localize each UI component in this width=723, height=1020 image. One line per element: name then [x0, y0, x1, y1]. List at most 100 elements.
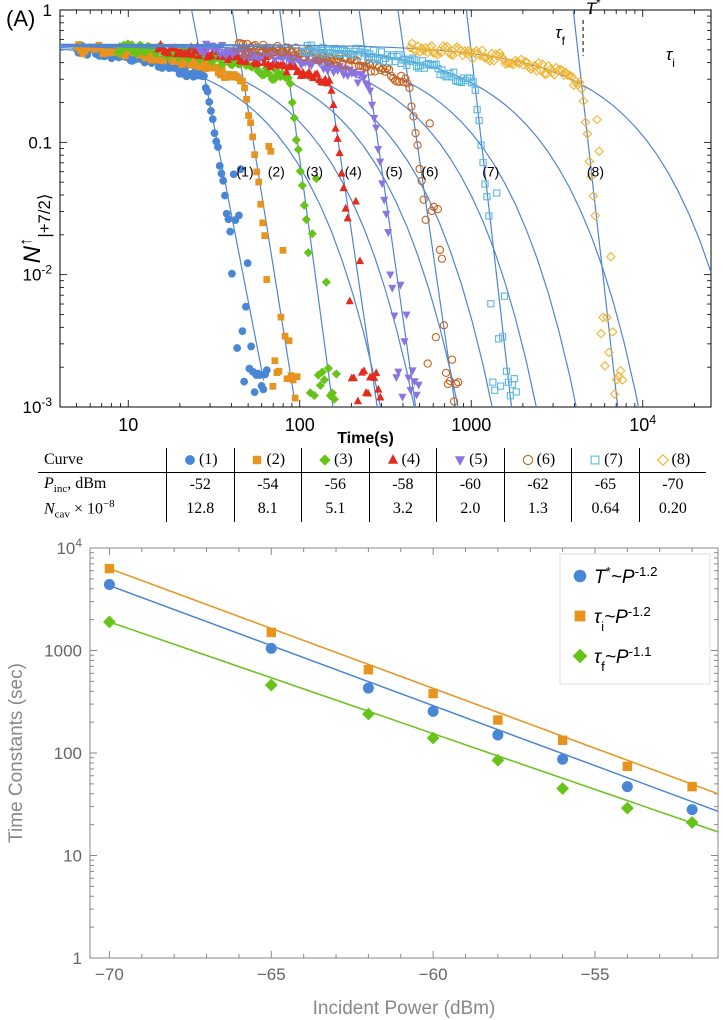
- table-cell-ncav: 2.0: [436, 497, 505, 522]
- data-point: [500, 292, 509, 300]
- data-point: [279, 246, 287, 254]
- table-cell-pinc: -52: [166, 472, 235, 497]
- data-point: [461, 48, 472, 59]
- data-point: [233, 344, 242, 352]
- y-tick-label: 0.1: [28, 133, 52, 152]
- data-point: [164, 48, 173, 57]
- data-point: [545, 64, 556, 75]
- series-2: [104, 563, 719, 795]
- data-point: [291, 394, 299, 402]
- data-point: [622, 761, 633, 772]
- series-label: (2): [268, 164, 285, 180]
- data-point: [266, 627, 276, 638]
- data-point: [502, 367, 511, 375]
- legend-label: τf~P-1.1: [594, 644, 652, 674]
- data-point: [343, 213, 352, 222]
- series-label: (6): [421, 164, 438, 180]
- data-point: [215, 161, 224, 170]
- data-point: [263, 276, 271, 283]
- data-point: [238, 39, 248, 49]
- data-point: [605, 251, 616, 262]
- data-point: [450, 68, 458, 76]
- data-point: [594, 146, 605, 157]
- data-point: [244, 48, 254, 57]
- data-point: [369, 115, 379, 123]
- data-point: [353, 79, 362, 88]
- data-point: [287, 97, 297, 108]
- legend-marker: [387, 454, 398, 465]
- data-point: [214, 143, 222, 151]
- data-point: [685, 816, 699, 829]
- data-point: [621, 781, 633, 793]
- data-point: [289, 113, 299, 123]
- data-point: [307, 229, 317, 239]
- data-point: [352, 56, 361, 65]
- table-cell-ncav: 3.2: [368, 497, 437, 522]
- table-cell-pinc: -62: [503, 472, 572, 497]
- table-cell-ncav: 0.64: [571, 497, 640, 522]
- data-point: [493, 715, 503, 725]
- data-point: [103, 615, 116, 629]
- data-point: [269, 382, 277, 390]
- data-point: [361, 707, 375, 721]
- data-point: [341, 203, 350, 212]
- data-point: [249, 133, 256, 141]
- data-point: [588, 191, 599, 201]
- data-point: [217, 169, 226, 178]
- data-point: [382, 210, 391, 219]
- data-point: [413, 140, 422, 150]
- data-point: [238, 327, 247, 336]
- legend-marker: [185, 455, 195, 466]
- data-point: [190, 46, 200, 55]
- fit-line: [60, 48, 382, 407]
- data-point: [431, 333, 440, 342]
- data-point: [309, 390, 319, 401]
- data-point: [687, 781, 697, 792]
- data-point: [427, 206, 436, 216]
- data-point: [564, 70, 575, 81]
- data-point: [281, 332, 289, 340]
- data-point: [255, 178, 263, 186]
- data-point: [329, 100, 338, 109]
- data-point: [465, 74, 473, 82]
- data-point: [247, 342, 256, 351]
- data-point: [271, 357, 279, 365]
- data-point: [578, 96, 589, 106]
- table-cell-curve: (5): [436, 448, 505, 473]
- data-point: [345, 296, 354, 305]
- data-layer: [60, 10, 711, 407]
- data-point: [253, 168, 261, 176]
- data-point: [475, 116, 483, 125]
- data-point: [473, 106, 481, 114]
- data-point: [184, 48, 194, 56]
- data-point: [417, 176, 426, 186]
- data-point: [463, 45, 474, 56]
- data-point: [359, 366, 369, 375]
- data-point: [433, 205, 443, 214]
- x-tick-label: 10: [118, 415, 138, 435]
- data-point: [495, 335, 503, 343]
- data-point: [419, 195, 428, 204]
- data-point: [254, 58, 263, 66]
- data-point: [299, 200, 309, 210]
- data-point: [343, 72, 352, 81]
- series-1: [103, 579, 719, 816]
- data-point: [415, 164, 424, 174]
- data-point: [508, 381, 516, 389]
- data-point: [403, 61, 411, 70]
- data-point: [374, 146, 383, 154]
- data-point: [411, 129, 420, 138]
- curve-table: Curve (1) (2) (3) (4) (5) (6) (7) (8) Pinc, dBm…: [38, 448, 706, 522]
- data-point: [409, 112, 418, 121]
- data-point: [257, 200, 265, 208]
- data-point: [293, 144, 303, 155]
- data-point: [380, 196, 389, 205]
- data-point: [479, 158, 487, 167]
- data-point: [366, 67, 376, 76]
- data-point: [267, 147, 275, 155]
- series-label: (3): [306, 164, 323, 180]
- data-point: [421, 215, 430, 224]
- data-point: [497, 382, 505, 390]
- data-point: [317, 367, 327, 377]
- legend-marker: [319, 454, 331, 467]
